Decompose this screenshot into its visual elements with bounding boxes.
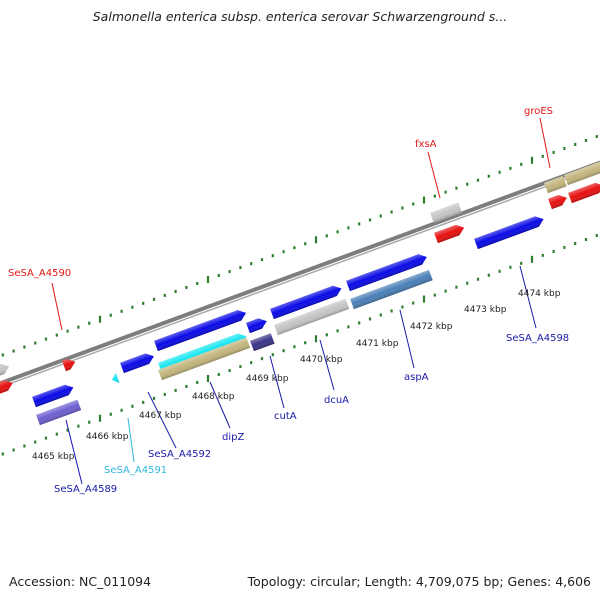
gene-groes-box-group [544, 175, 567, 194]
gene-groel-shade [564, 161, 600, 186]
connector-aspa [399, 309, 415, 369]
gene-dcua-strand-group [270, 285, 342, 320]
scale-label: 4467 kbp [139, 411, 182, 421]
scale-labels: 4465 kbp 4466 kbp 4467 kbp 4468 kbp 4469 kbp… [32, 289, 561, 462]
gene-sesa-a4589-group [36, 399, 82, 426]
backbone-line-lower [0, 165, 600, 389]
gene-sesa-a4589-strand-shade [32, 384, 74, 408]
scale-label: 4469 kbp [246, 374, 289, 384]
gene-dipz-group [158, 337, 251, 381]
connector-sesa-a4591 [127, 417, 135, 463]
connector-sesa-a4589 [65, 419, 83, 485]
gene-fxsa-strand-group [434, 224, 465, 244]
accession-text: Accession: NC_011094 [9, 574, 152, 589]
map-title: Salmonella enterica subsp. enterica sero… [92, 9, 508, 24]
connector-dcua [319, 339, 335, 391]
backbone-line-upper [0, 160, 600, 386]
connector-dipz [209, 381, 231, 429]
gene-groel-group [564, 161, 600, 186]
gene-edge-gray-shade [0, 363, 10, 378]
gene-labels: SeSA_A4590 fxsA groES SeSA_A4589 SeSA_A4591 S… [8, 106, 569, 495]
gene-sesa-a4591-group [112, 372, 120, 384]
connector-sesa-a4598 [519, 265, 537, 329]
gene-sesa-a4590-group [62, 359, 76, 372]
scale-label: 4474 kbp [518, 289, 561, 299]
gene-label-sesa-a4591: SeSA_A4591 [104, 465, 167, 476]
gene-small-blue-group [246, 318, 267, 334]
topology-summary: Topology: circular; Length: 4,709,075 bp… [247, 574, 591, 589]
gene-label-dcua: dcuA [324, 395, 349, 406]
gene-sesa-a4591-shade [112, 372, 120, 384]
connector-cuta [269, 355, 285, 409]
gene-a4591-strand-shade [120, 353, 154, 374]
scale-label: 4465 kbp [32, 452, 75, 462]
gene-groes-group [548, 195, 567, 210]
scale-label: 4472 kbp [410, 322, 453, 332]
gene-aspa-group [350, 269, 433, 310]
gene-label-groes: groES [524, 106, 553, 117]
gene-sesa-a4592-shade [154, 310, 247, 352]
gene-sesa-a4590-shade [62, 359, 76, 372]
gene-edge-gray-group [0, 363, 10, 378]
gene-sesa-a4589-strand-group [32, 384, 74, 408]
scale-label: 4468 kbp [192, 392, 235, 402]
gene-fxsa-group [430, 202, 463, 224]
gene-sesa-a4598-shade [474, 216, 544, 250]
gene-edge-red-shade [0, 380, 13, 396]
backbone [0, 160, 600, 389]
tick-rings [1, 135, 598, 456]
scale-label: 4471 kbp [356, 339, 399, 349]
gene-groes-box-shade [544, 175, 567, 194]
gene-label-cuta: cutA [274, 411, 297, 422]
scale-label: 4473 kbp [464, 305, 507, 315]
gene-sesa-a4598-group [474, 216, 544, 250]
gene-groes-shade [548, 195, 567, 210]
gene-label-aspa: aspA [404, 372, 429, 383]
gene-sesa-a4589-shade [36, 399, 82, 426]
gene-small-blue-shade [246, 318, 267, 334]
gene-cuta-group [250, 333, 275, 352]
gene-groel-strand-group [568, 182, 600, 204]
gene-label-dipz: dipZ [222, 432, 244, 443]
gene-dcua-shade [274, 298, 350, 336]
gene-dcua-strand-shade [270, 285, 342, 320]
label-connectors [51, 117, 551, 485]
scale-label: 4466 kbp [86, 432, 129, 442]
gene-dcua-group [274, 298, 350, 336]
connector-groes [539, 117, 551, 169]
gene-features [0, 161, 600, 426]
gene-fxsa-shade [430, 202, 463, 224]
gene-label-sesa-a4589: SeSA_A4589 [54, 484, 117, 495]
gene-dipz-shade [158, 337, 251, 381]
connector-fxsa [427, 151, 441, 199]
gene-aspa-strand-shade [346, 254, 427, 292]
gene-cuta-shade [250, 333, 275, 352]
connector-sesa-a4592 [147, 391, 177, 449]
gene-groel-strand-shade [568, 182, 600, 204]
gene-aspa-strand-group [346, 254, 427, 292]
gene-aspa-shade [350, 269, 433, 310]
gene-a4591-strand-group [120, 353, 154, 374]
gene-sesa-a4592-group [154, 310, 247, 352]
scale-label: 4470 kbp [300, 355, 343, 365]
connector-sesa-a4590 [51, 282, 63, 331]
gene-label-fxsa: fxsA [415, 139, 437, 150]
gene-label-sesa-a4590: SeSA_A4590 [8, 268, 71, 279]
gene-fxsa-strand-shade [434, 224, 465, 244]
gene-label-sesa-a4598: SeSA_A4598 [506, 333, 569, 344]
gene-label-sesa-a4592: SeSA_A4592 [148, 449, 211, 460]
gene-edge-red-group [0, 380, 13, 396]
